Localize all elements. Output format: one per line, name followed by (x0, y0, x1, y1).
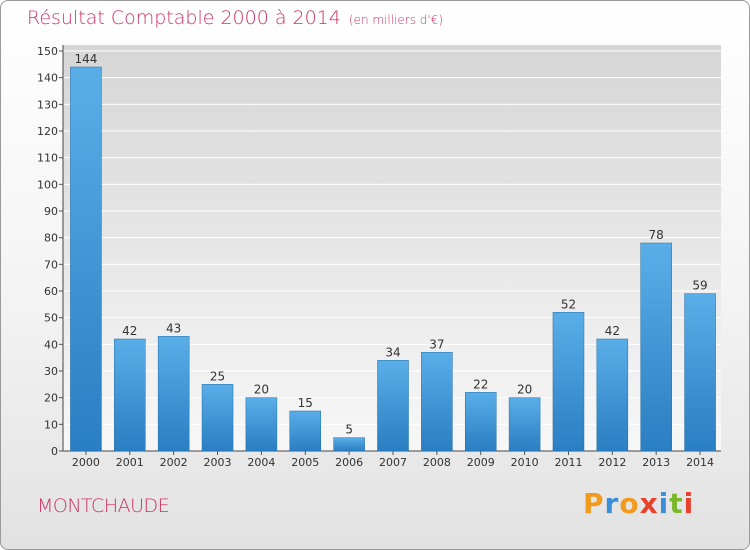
bar (508, 397, 541, 452)
bar-value-label: 15 (298, 396, 313, 410)
bar (464, 392, 497, 452)
bar (201, 384, 234, 452)
x-tick-label: 2002 (160, 456, 188, 469)
bar-value-label: 20 (517, 383, 532, 397)
y-tick-label: 100 (37, 178, 58, 191)
x-tick-label: 2009 (467, 456, 495, 469)
x-tick-label: 2012 (598, 456, 626, 469)
logo-letter: r (604, 487, 620, 520)
logo-letter: i (683, 487, 695, 520)
bar-value-label: 20 (254, 383, 269, 397)
x-tick-label: 2008 (423, 456, 451, 469)
y-tick-label: 120 (37, 125, 58, 138)
y-tick-label: 20 (44, 392, 58, 405)
bar (421, 352, 453, 452)
y-tick-label: 0 (51, 445, 58, 458)
bar-value-label: 25 (210, 369, 225, 383)
bar-value-label: 34 (385, 345, 400, 359)
bar (552, 312, 585, 452)
y-tick-label: 60 (44, 285, 58, 298)
bar (640, 242, 672, 452)
bar (377, 360, 409, 452)
bar (245, 397, 278, 452)
bar-value-label: 42 (122, 324, 137, 338)
y-tick-label: 140 (37, 72, 58, 85)
y-tick-label: 50 (44, 312, 58, 325)
y-tick-label: 90 (44, 205, 58, 218)
x-tick-label: 2004 (247, 456, 275, 469)
chart-subtitle: (en milliers d'€) (348, 13, 444, 27)
bar (333, 437, 365, 452)
place-name: MONTCHAUDE (37, 495, 170, 517)
bar (157, 336, 190, 452)
y-tick-label: 10 (44, 418, 58, 431)
bar (684, 293, 716, 452)
bar (114, 338, 146, 452)
y-tick-label: 30 (44, 365, 58, 378)
logo-letter: o (619, 487, 640, 520)
x-tick-label: 2011 (554, 456, 582, 469)
bar-value-label: 52 (561, 297, 576, 311)
bar (70, 66, 102, 452)
y-tick-label: 110 (37, 152, 58, 165)
y-tick-label: 70 (44, 258, 58, 271)
logo-letter: t (669, 487, 684, 520)
chart-title-text: Résultat Comptable 2000 à 2014 (27, 7, 341, 29)
chart-title: Résultat Comptable 2000 à 2014 (en millie… (27, 7, 443, 29)
y-tick-label: 80 (44, 232, 58, 245)
x-tick-label: 2014 (686, 456, 714, 469)
x-tick-label: 2003 (204, 456, 232, 469)
bar-value-label: 59 (692, 279, 707, 293)
bar-value-label: 144 (74, 52, 97, 66)
x-tick-label: 2013 (642, 456, 670, 469)
x-tick-label: 2005 (291, 456, 319, 469)
bar-value-label: 5 (345, 423, 353, 437)
x-tick-label: 2000 (72, 456, 100, 469)
bar-value-label: 43 (166, 321, 181, 335)
y-tick-label: 150 (37, 45, 58, 58)
logo-letter: P (583, 487, 605, 520)
y-tick-label: 40 (44, 338, 58, 351)
x-tick-label: 2001 (116, 456, 144, 469)
proxiti-logo: Proxiti (583, 487, 694, 520)
y-tick-label: 130 (37, 98, 58, 111)
bar-value-label: 42 (605, 324, 620, 338)
bar-value-label: 22 (473, 377, 488, 391)
logo-letter: i (658, 487, 670, 520)
bar-value-label: 37 (429, 337, 444, 351)
x-tick-label: 2010 (511, 456, 539, 469)
x-tick-label: 2007 (379, 456, 407, 469)
x-tick-label: 2006 (335, 456, 363, 469)
bar (596, 338, 629, 452)
bar-value-label: 78 (649, 228, 664, 242)
logo-letter: x (639, 487, 659, 520)
bar (289, 410, 322, 452)
